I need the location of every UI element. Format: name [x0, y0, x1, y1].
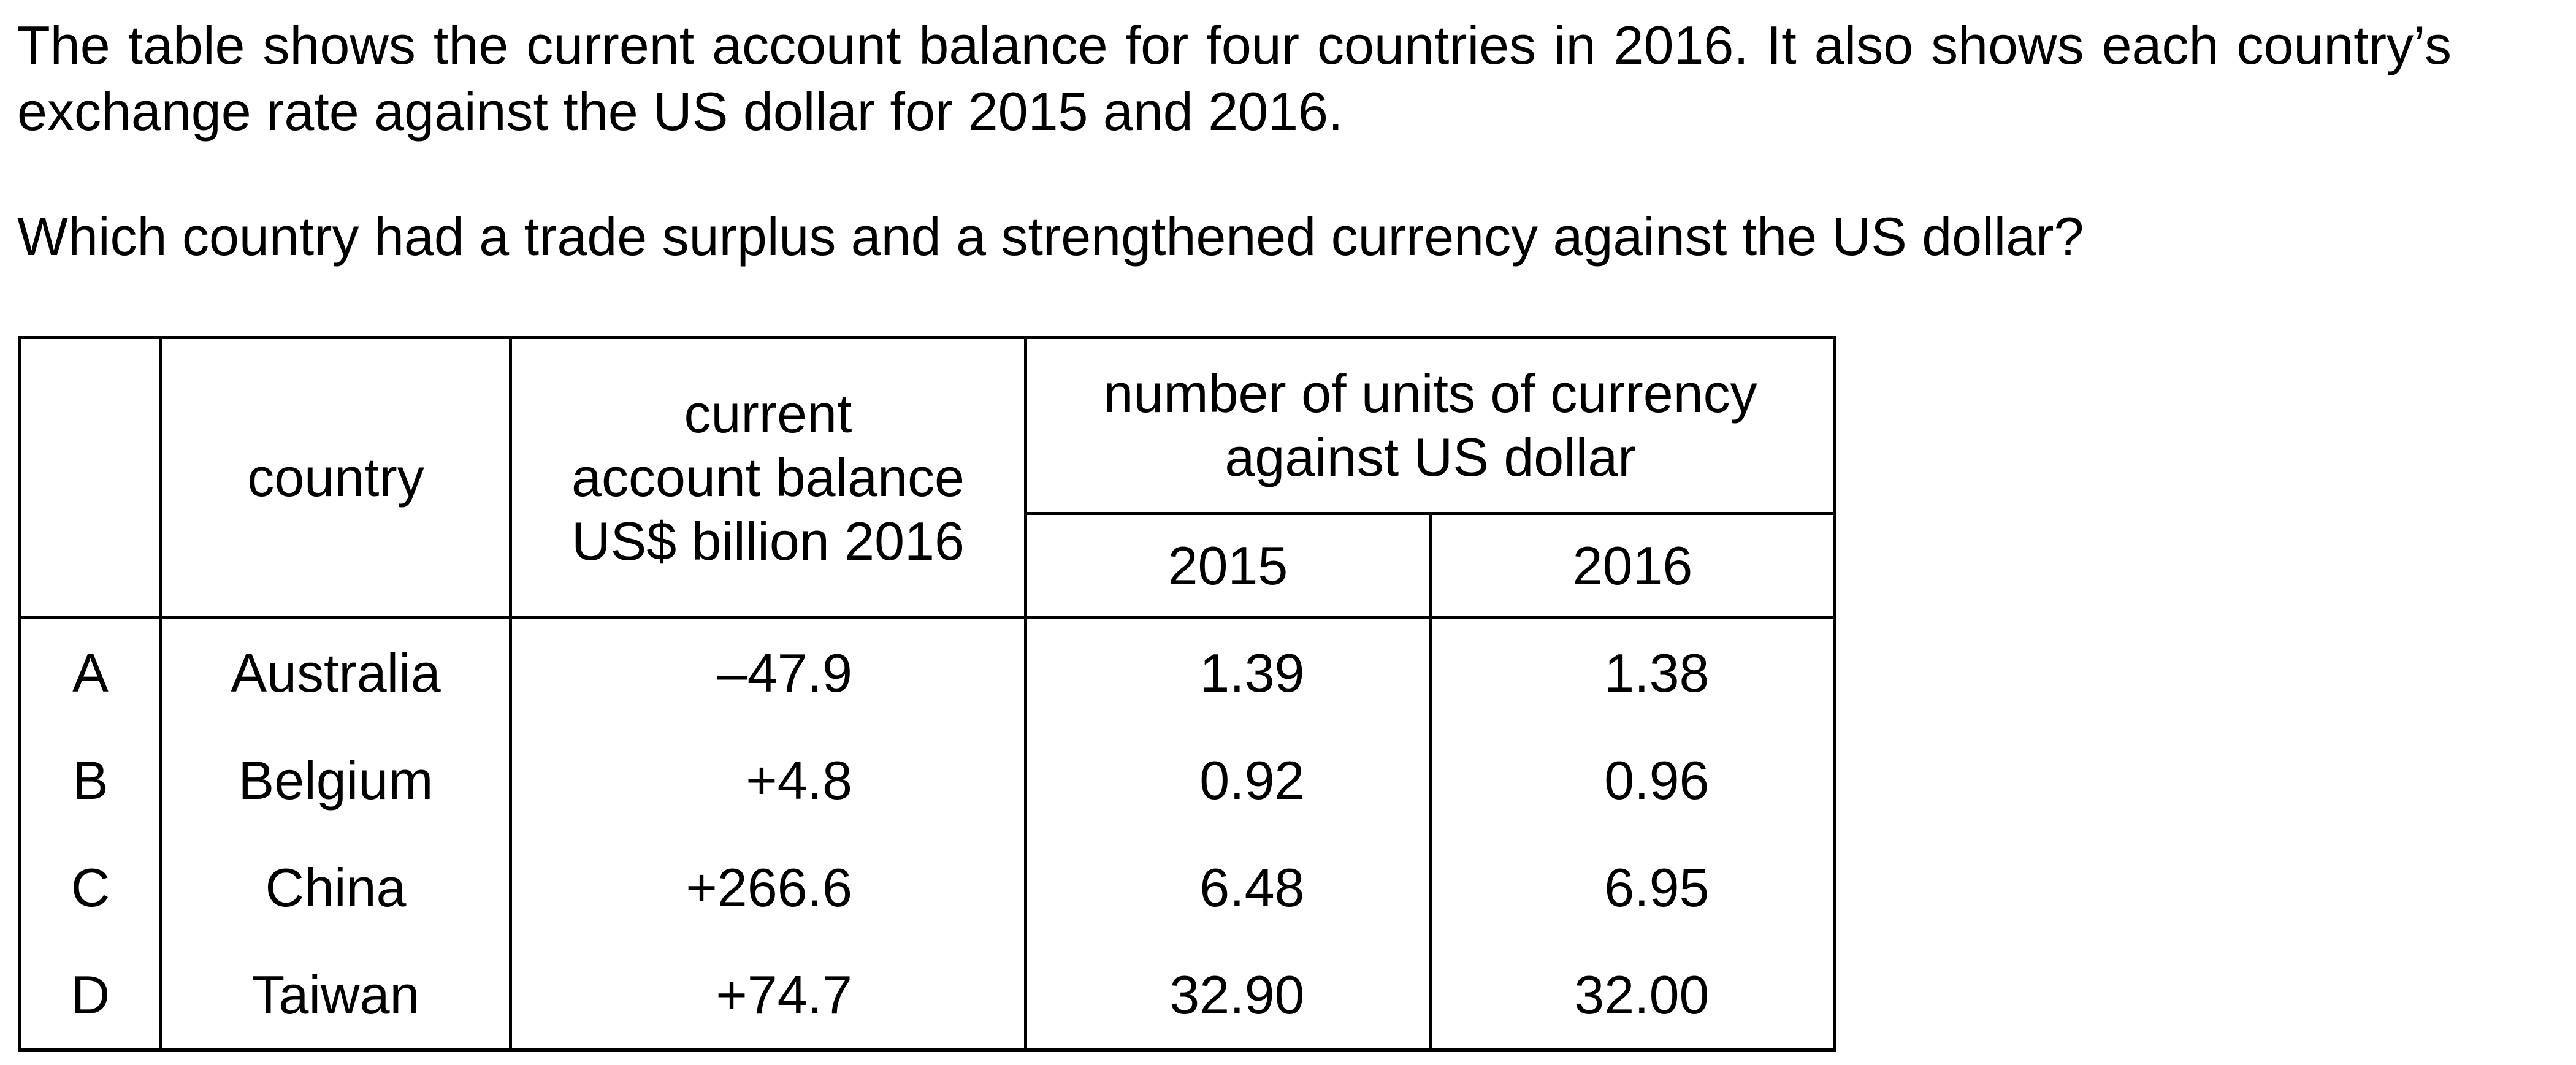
- rate-2015-value: 32.90: [1169, 964, 1305, 1025]
- rate-2016-value: 0.96: [1604, 749, 1710, 811]
- rate-2015: 1.39: [1024, 616, 1432, 727]
- rate-2015: 6.48: [1024, 834, 1432, 941]
- option-letter: A: [18, 616, 162, 727]
- rate-2016-value: 1.38: [1604, 642, 1710, 703]
- country-name: Australia: [159, 616, 512, 727]
- balance-header-line2: account balance: [571, 447, 965, 508]
- question-intro: The table shows the current account bala…: [17, 15, 2452, 142]
- balance-header: current account balance US$ billion 2016: [509, 336, 1027, 619]
- country-name: China: [159, 834, 512, 941]
- option-header-blank: [18, 336, 162, 619]
- table-row: A Australia –47.9 1.39 1.38: [18, 616, 1836, 727]
- rate-2015-value: 6.48: [1199, 857, 1305, 918]
- rate-2016-value: 6.95: [1604, 857, 1710, 918]
- rate-2015-value: 1.39: [1199, 642, 1305, 703]
- current-account-balance: +4.8: [509, 727, 1027, 834]
- table-row: D Taiwan +74.7 32.90 32.00: [18, 941, 1836, 1052]
- exchange-rate-table: country current account balance US$ bill…: [18, 336, 1836, 1052]
- question-prompt: Which country had a trade surplus and a …: [17, 206, 2084, 267]
- rate-2015: 0.92: [1024, 727, 1432, 834]
- year-2016-header: 2016: [1429, 512, 1836, 619]
- option-letter: D: [18, 941, 162, 1052]
- option-letter: B: [18, 727, 162, 834]
- rate-2016: 6.95: [1429, 834, 1836, 941]
- country-name: Taiwan: [159, 941, 512, 1052]
- rate-2016: 32.00: [1429, 941, 1836, 1052]
- table-row: C China +266.6 6.48 6.95: [18, 834, 1836, 941]
- rate-2016: 1.38: [1429, 616, 1836, 727]
- year-2015-header: 2015: [1024, 512, 1432, 619]
- current-account-balance: +266.6: [509, 834, 1027, 941]
- option-letter: C: [18, 834, 162, 941]
- rate-2016-value: 32.00: [1574, 964, 1710, 1025]
- country-name: Belgium: [159, 727, 512, 834]
- table-row: B Belgium +4.8 0.92 0.96: [18, 727, 1836, 834]
- rate-2015: 32.90: [1024, 941, 1432, 1052]
- current-account-balance: +74.7: [509, 941, 1027, 1052]
- balance-header-line1: current: [684, 383, 852, 444]
- balance-header-line3: US$ billion 2016: [571, 511, 965, 571]
- units-header-line2: against US dollar: [1225, 427, 1636, 487]
- rate-2015-value: 0.92: [1199, 749, 1305, 811]
- country-header: country: [159, 336, 512, 619]
- units-header-line1: number of units of currency: [1103, 363, 1757, 424]
- units-header: number of units of currency against US d…: [1024, 336, 1836, 515]
- current-account-balance: –47.9: [509, 616, 1027, 727]
- rate-2016: 0.96: [1429, 727, 1836, 834]
